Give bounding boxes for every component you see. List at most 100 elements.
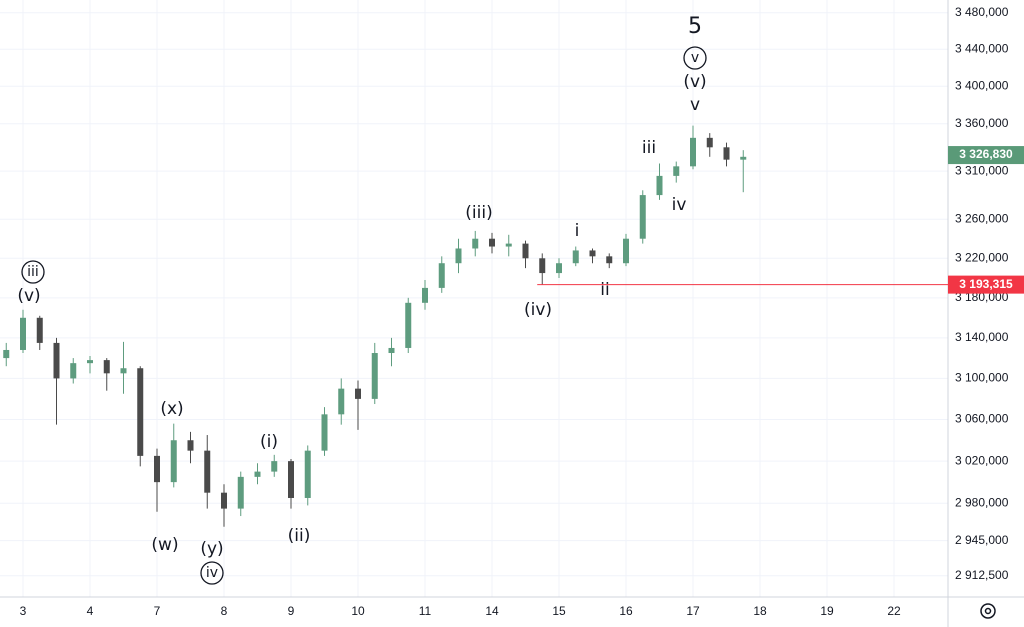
candle-body (556, 263, 562, 274)
candle-body (170, 440, 177, 483)
candle-body (422, 287, 428, 303)
wave-label: (iv) (524, 300, 552, 320)
wave-label: (y) (200, 539, 223, 559)
x-tick-label: 8 (221, 604, 228, 618)
y-tick-label: 3 100,000 (955, 371, 1009, 385)
candle-body (288, 461, 294, 498)
wave-label: (w) (151, 535, 178, 555)
level-price-label-bg (948, 275, 1024, 294)
settings-icon[interactable] (980, 603, 996, 619)
last-price-label: 3 326,830 (959, 147, 1013, 161)
y-tick-label: 3 310,000 (955, 163, 1009, 177)
wave-label: iv (672, 195, 687, 215)
wave-label: iii (642, 138, 656, 158)
x-tick-label: 7 (154, 604, 161, 618)
candle-body (87, 360, 93, 364)
x-tick-label: 22 (887, 604, 901, 618)
settings-icon-center[interactable] (984, 607, 992, 615)
candle-body (505, 243, 512, 247)
settings-button[interactable] (980, 603, 996, 619)
y-tick-label: 3 480,000 (955, 5, 1009, 19)
wave-label: i (575, 221, 580, 241)
candle-body (204, 450, 211, 493)
candle-body (371, 353, 378, 399)
candle-body (656, 175, 663, 196)
candle-body (455, 248, 462, 264)
wave-label: v (690, 95, 700, 115)
y-tick-label: 3 440,000 (955, 41, 1009, 55)
x-tick-label: 18 (753, 604, 767, 618)
candle-body (103, 360, 110, 374)
x-tick-label: 11 (419, 604, 432, 618)
candle-body (623, 238, 629, 264)
candle-body (271, 461, 278, 472)
candle-body (489, 238, 495, 247)
candle-body (36, 317, 43, 343)
candle-body (137, 368, 144, 456)
y-tick-label: 2 980,000 (955, 495, 1009, 509)
candle-body (740, 156, 747, 160)
wave-label: iii (27, 264, 39, 280)
candle-body (221, 492, 227, 509)
y-tick-label: 2 912,500 (955, 568, 1009, 582)
x-tick-label: 10 (351, 604, 365, 618)
candle-body (405, 302, 412, 348)
x-tick-label: 15 (552, 604, 566, 618)
candle-body (589, 250, 596, 257)
y-tick-label: 3 220,000 (955, 250, 1009, 264)
candle-body (472, 238, 479, 249)
wave-label: (x) (160, 399, 183, 419)
candle-body (187, 440, 194, 451)
candle-body (304, 450, 311, 498)
x-tick-label: 9 (288, 604, 295, 618)
wave-circle (21, 260, 45, 284)
y-tick-label: 3 020,000 (955, 453, 1009, 467)
y-tick-label: 3 260,000 (955, 211, 1009, 225)
y-tick-label: 3 060,000 (955, 412, 1009, 426)
wave-label: iv (206, 565, 218, 581)
wave-circle (200, 561, 224, 585)
candle-body (522, 243, 529, 259)
candle-body (673, 166, 680, 176)
x-tick-label: 17 (686, 604, 700, 618)
candle-body (639, 195, 646, 239)
candle-body (20, 317, 26, 350)
wave-label: (ii) (288, 526, 311, 546)
wave-label: (v) (683, 72, 706, 92)
candle-body (706, 137, 713, 148)
candle-body (338, 388, 345, 415)
wave-circle (683, 46, 707, 70)
candle-body (254, 471, 261, 477)
wave-label: (i) (260, 432, 278, 452)
x-tick-label: 16 (619, 604, 633, 618)
candle-body (723, 147, 730, 160)
candle-body (355, 388, 361, 399)
candle-body (438, 263, 445, 288)
x-tick-label: 14 (485, 604, 499, 618)
candle-body (53, 342, 60, 379)
candle-body (70, 363, 77, 379)
candle-body (3, 349, 10, 359)
y-tick-label: 3 360,000 (955, 116, 1009, 130)
x-tick-label: 3 (20, 604, 27, 618)
level-price-label: 3 193,315 (959, 277, 1013, 291)
candle-body (690, 137, 696, 167)
candle-body (572, 250, 579, 264)
last-price-label-bg (948, 146, 1024, 165)
y-tick-label: 3 140,000 (955, 330, 1009, 344)
candle-body (539, 258, 546, 274)
wave-label: (v) (17, 286, 40, 306)
candle-body (606, 256, 613, 264)
x-tick-label: 19 (820, 604, 834, 618)
wave-label: v (691, 50, 699, 66)
candle-body (321, 414, 328, 451)
wave-label: 5 (688, 14, 702, 39)
candle-body (120, 368, 127, 374)
candle-body (154, 455, 160, 483)
wave-label: (iii) (465, 203, 492, 223)
y-tick-label: 3 400,000 (955, 78, 1009, 92)
candle-body (388, 347, 395, 354)
candle-body (237, 476, 244, 509)
